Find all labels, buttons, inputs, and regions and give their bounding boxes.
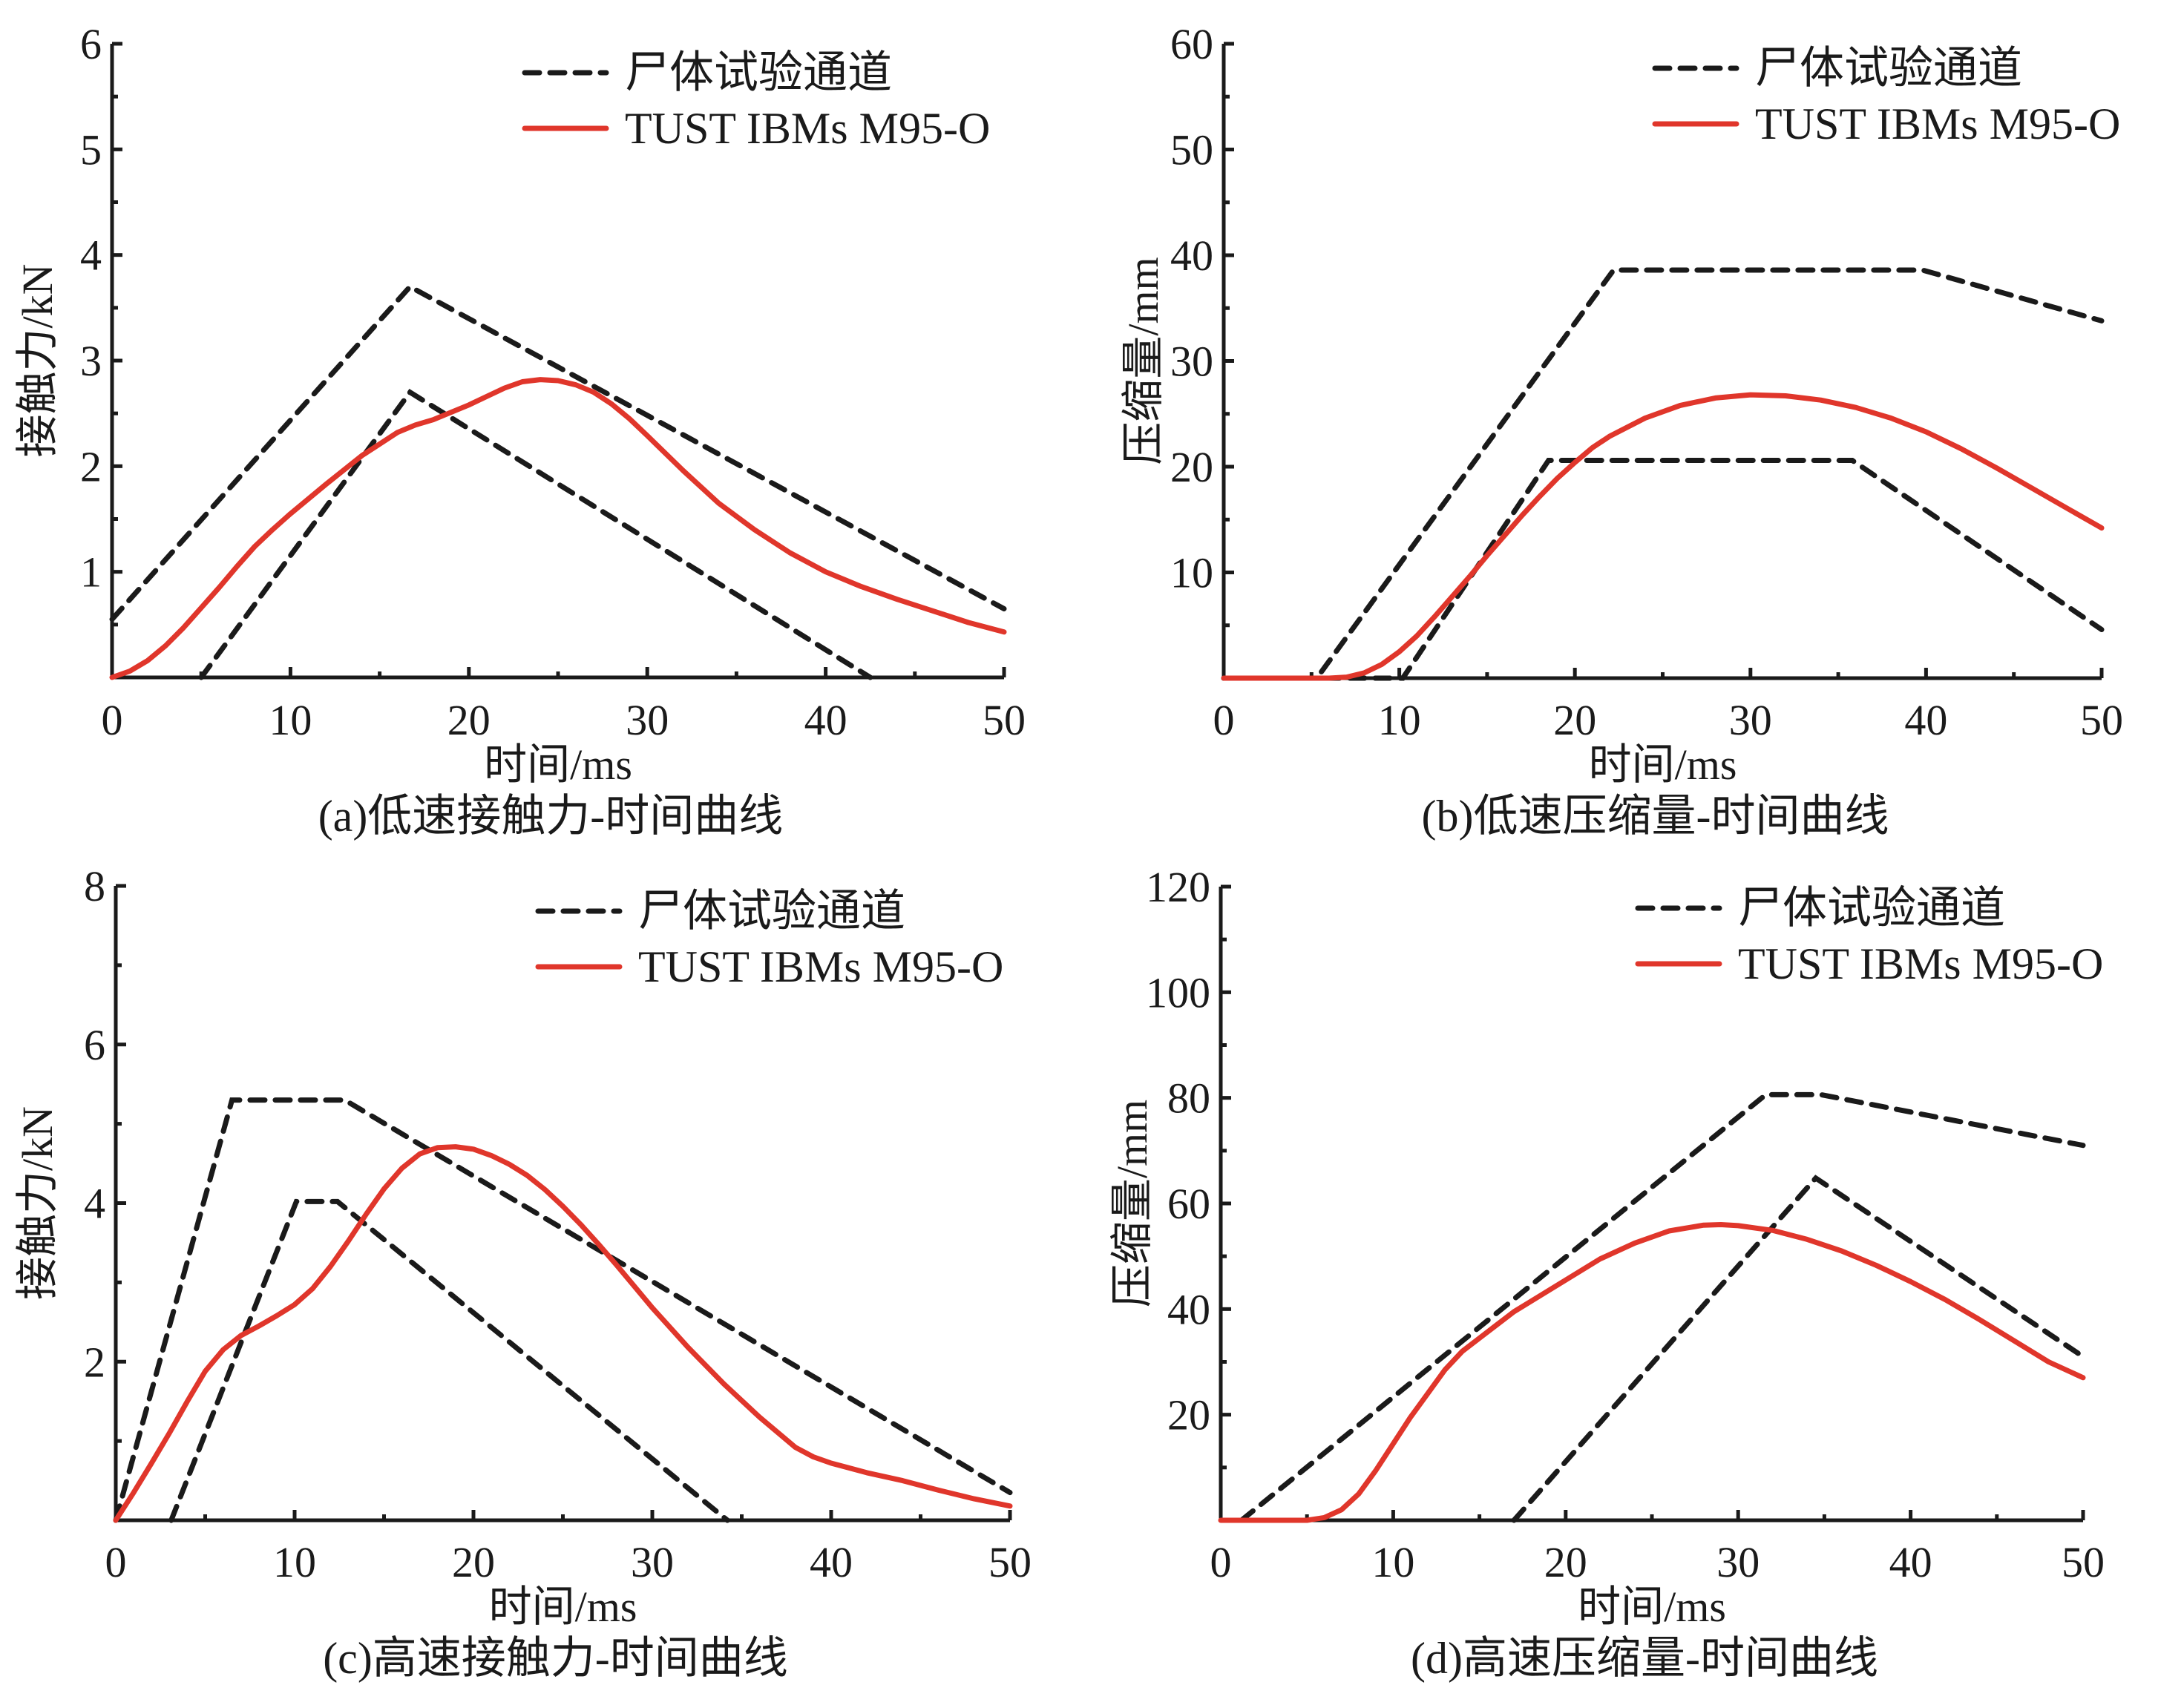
corridor-upper-line — [1239, 1091, 2086, 1523]
y-tick-label: 10 — [1170, 549, 1213, 597]
corridor-upper-line — [113, 1097, 1013, 1523]
x-tick-label: 10 — [273, 1538, 316, 1586]
y-tick-label: 100 — [1146, 968, 1210, 1016]
x-tick-label: 20 — [1553, 696, 1596, 744]
y-tick-label: 20 — [1167, 1391, 1210, 1439]
y-tick-label: 120 — [1146, 863, 1210, 911]
x-axis-title: 时间/ms — [489, 1583, 637, 1631]
legend-sim-label: TUST IBMs M95-O — [625, 104, 990, 153]
y-tick-label: 4 — [80, 231, 102, 280]
corridor-lower-line — [168, 1198, 730, 1523]
x-tick-label: 0 — [1210, 1538, 1232, 1586]
y-tick-label: 6 — [80, 20, 102, 68]
legend: 尸体试验通道 TUST IBMs M95-O — [1635, 884, 2103, 988]
x-tick-label: 50 — [983, 696, 1026, 744]
legend-corridor-label: 尸体试验通道 — [638, 887, 905, 936]
panel-caption: (c)高速接触力-时间曲线 — [323, 1634, 788, 1683]
y-tick-label: 6 — [84, 1021, 105, 1069]
x-tick-label: 10 — [1371, 1538, 1414, 1586]
legend-sim-label: TUST IBMs M95-O — [1738, 939, 2103, 988]
y-tick-label: 5 — [80, 125, 102, 174]
x-tick-label: 30 — [1729, 696, 1772, 744]
sim-curve — [109, 377, 1007, 680]
panel-caption: (d)高速压缩量-时间曲线 — [1411, 1634, 1878, 1683]
x-tick-label: 0 — [102, 696, 123, 744]
y-axis-title: 压缩量/mm — [1119, 257, 1167, 464]
x-tick-label: 10 — [1378, 696, 1421, 744]
y-tick-label: 80 — [1167, 1074, 1210, 1123]
sim-curve — [113, 1144, 1013, 1523]
x-axis-title: 时间/ms — [1578, 1583, 1726, 1631]
x-tick-label: 30 — [631, 1538, 674, 1586]
sim-curve — [1218, 1222, 2086, 1523]
x-axis-title: 时间/ms — [1589, 740, 1737, 789]
legend: 尸体试验通道 TUST IBMs M95-O — [535, 887, 1003, 991]
y-tick-label: 50 — [1170, 126, 1213, 174]
y-tick-label: 30 — [1170, 338, 1213, 386]
y-tick-label: 1 — [80, 548, 102, 597]
panel-b: 0 10 20 30 40 50 10 20 30 40 50 60 时间/ms 压缩量/mm (b)低速压… — [1119, 20, 2123, 841]
legend: 尸体试验通道 TUST IBMs M95-O — [1652, 44, 2120, 148]
y-tick-label: 60 — [1170, 20, 1213, 68]
x-tick-label: 40 — [804, 696, 847, 744]
x-tick-label: 10 — [269, 696, 312, 744]
legend: 尸体试验通道 TUST IBMs M95-O — [522, 48, 990, 153]
y-tick-label: 8 — [84, 862, 105, 910]
panel-caption: (a)低速接触力-时间曲线 — [318, 792, 784, 841]
x-axis-title: 时间/ms — [484, 740, 632, 789]
y-tick-label: 60 — [1167, 1180, 1210, 1228]
x-tick-label: 40 — [1904, 696, 1947, 744]
sim-curve — [1221, 392, 2105, 681]
legend-corridor-label: 尸体试验通道 — [1755, 44, 2022, 93]
y-axis-title: 压缩量/mm — [1108, 1100, 1156, 1307]
legend-corridor-label: 尸体试验通道 — [1738, 884, 2005, 933]
corridor-upper-line — [1221, 267, 2105, 681]
x-tick-label: 30 — [626, 696, 669, 744]
y-axis-title: 接触力/kN — [13, 1106, 62, 1300]
corridor-upper-line — [109, 283, 1007, 623]
y-tick-label: 2 — [84, 1338, 105, 1386]
x-tick-label: 20 — [1544, 1538, 1587, 1586]
y-tick-label: 2 — [80, 442, 102, 490]
x-tick-label: 40 — [810, 1538, 853, 1586]
panel-c: 0 10 20 30 40 50 2 4 6 8 时间/ms 接触力/kN (c)高速接触力-时间曲线 尸… — [13, 862, 1032, 1683]
x-tick-label: 0 — [105, 1538, 127, 1586]
y-tick-label: 40 — [1170, 231, 1213, 280]
panel-d: 0 10 20 30 40 50 20 40 60 80 100 120 时间/ms 压缩量/mm (d)高… — [1108, 863, 2105, 1683]
legend-sim-label: TUST IBMs M95-O — [638, 942, 1003, 991]
x-tick-label: 30 — [1716, 1538, 1760, 1586]
panel-caption: (b)低速压缩量-时间曲线 — [1422, 792, 1889, 841]
y-tick-label: 4 — [84, 1180, 105, 1228]
legend-corridor-label: 尸体试验通道 — [625, 48, 892, 97]
x-tick-label: 0 — [1213, 696, 1235, 744]
x-tick-label: 20 — [452, 1538, 495, 1586]
y-axis-title: 接触力/kN — [13, 263, 62, 457]
x-tick-label: 50 — [2062, 1538, 2105, 1586]
y-tick-label: 20 — [1170, 443, 1213, 491]
x-tick-label: 50 — [988, 1538, 1032, 1586]
corridor-lower-line — [198, 389, 873, 680]
panel-a: 0 10 20 30 40 50 1 2 3 4 5 6 时间/ms 接触力/kN (a)低速接触力-时间曲… — [13, 20, 1026, 841]
y-tick-label: 3 — [80, 337, 102, 385]
x-tick-label: 40 — [1889, 1538, 1932, 1586]
y-tick-label: 40 — [1167, 1285, 1210, 1333]
corridor-lower-line — [1221, 458, 2105, 681]
corridor-lower-line — [1511, 1175, 2086, 1523]
legend-sim-label: TUST IBMs M95-O — [1755, 99, 2120, 148]
x-tick-label: 20 — [447, 696, 491, 744]
x-tick-label: 50 — [2080, 696, 2123, 744]
